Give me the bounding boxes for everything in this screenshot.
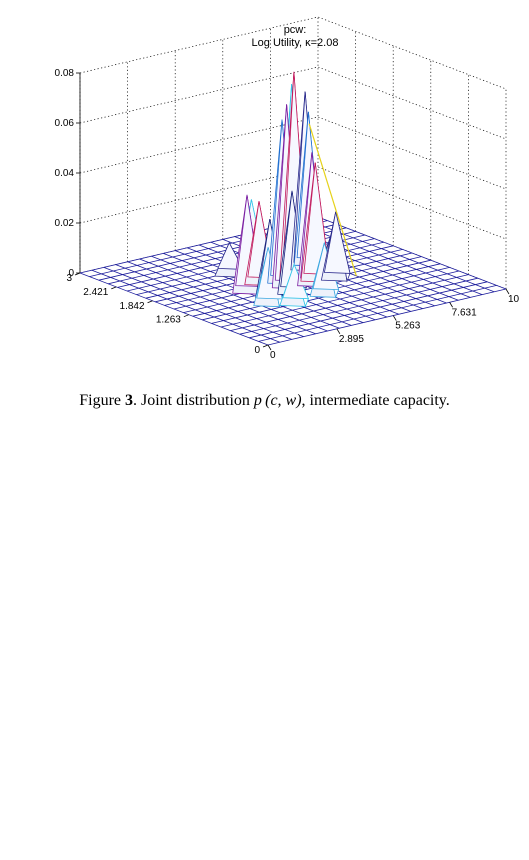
w-tick-label: 5.263: [395, 321, 420, 332]
w-tick: [336, 328, 341, 334]
c-tick-label: 0: [254, 345, 260, 356]
c-tick-label: 1.263: [156, 315, 181, 326]
c-tick: [74, 272, 81, 276]
peak-face: [323, 211, 351, 274]
caption-text-after: , intermediate capacity.: [301, 392, 450, 409]
caption-number: 3: [125, 392, 133, 409]
w-tick: [505, 288, 510, 295]
c-tick-label: 1.842: [120, 301, 145, 312]
z-tick-label: 0.06: [55, 118, 75, 129]
figure-caption: Figure 3. Joint distribution p (c, w), i…: [0, 392, 529, 410]
c-tick: [147, 300, 153, 304]
plot-title-line2: Log Utility, κ=2.08: [251, 37, 339, 49]
caption-math: p (c, w): [253, 392, 302, 409]
figure: 0 0.02 0.04 0.06 0.08 3 2.421 1.842 1.263 0 0 2.895…: [0, 0, 529, 380]
z-tick-label: 0.04: [55, 168, 75, 179]
c-tick-label: 3: [66, 273, 72, 284]
w-tick-label: 0: [270, 350, 276, 361]
z-tick-label: 0.08: [55, 68, 75, 79]
c-tick-label: 2.421: [83, 287, 108, 298]
caption-prefix: Figure: [79, 392, 125, 409]
z-tick-label: 0.02: [55, 218, 75, 229]
peak-highlight: [308, 123, 357, 276]
c-tick: [183, 314, 190, 318]
wall-gridline: [79, 16, 507, 90]
w-tick-label: 10: [508, 294, 520, 305]
c-tick: [262, 344, 269, 348]
wall-gridline: [79, 166, 507, 240]
w-tick-label: 7.631: [452, 307, 477, 318]
w-tick: [392, 315, 397, 321]
mesh-line: [317, 216, 507, 290]
w-tick: [267, 344, 272, 351]
w-tick-label: 2.895: [339, 334, 364, 345]
plot-title-line1: pcw:: [283, 24, 307, 36]
mesh-line: [294, 222, 483, 295]
wall-gridline: [79, 116, 507, 190]
w-tick: [449, 302, 453, 308]
wall-gridline: [79, 66, 507, 140]
c-tick: [111, 286, 117, 290]
caption-text-before: . Joint distribution: [133, 392, 254, 409]
z-tick-label: 0: [68, 268, 74, 279]
